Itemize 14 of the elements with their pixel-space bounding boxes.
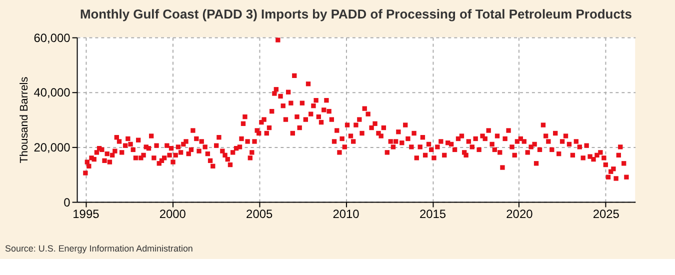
chart-title: Monthly Gulf Coast (PADD 3) Imports by PADD of Processing of Total Petroleum Products xyxy=(80,6,632,22)
y-axis-title: Thousand Barrels xyxy=(18,76,31,164)
x-tick-label: 1995 xyxy=(72,207,100,222)
y-tick-label: 0 xyxy=(64,195,71,210)
y-tick-label: 20,000 xyxy=(34,140,71,154)
x-tick-label: 2020 xyxy=(506,207,534,222)
y-tick-label: 40,000 xyxy=(34,86,71,100)
x-tick-label: 2000 xyxy=(159,207,186,222)
source-note: Source: U.S. Energy Information Administration xyxy=(4,244,193,254)
x-tick-label: 2025 xyxy=(592,207,620,222)
x-tick-label: 2015 xyxy=(419,207,446,222)
y-tick-label: 60,000 xyxy=(34,30,71,45)
x-tick-label: 2010 xyxy=(332,207,360,222)
x-tick-label: 2005 xyxy=(246,207,273,222)
